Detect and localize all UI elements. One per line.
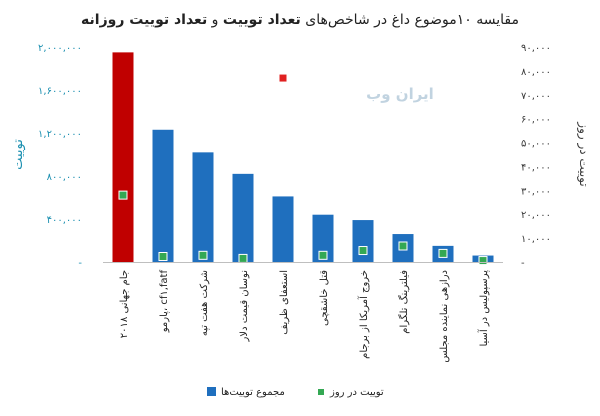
right-tick-label: ۶۰,۰۰۰ [521,115,551,126]
legend-label-total: مجموع توییت‌ها [221,387,285,398]
left-y-axis: - ۴۰۰,۰۰۰ ۸۰۰,۰۰۰ ۱,۲۰۰,۰۰۰ ۱,۶۰۰,۰۰۰ ۲,۰۰۰,۰… [38,43,82,269]
category-label: جام جهانی ۲۰۱۸ [119,270,130,338]
right-tick-label: ۷۰,۰۰۰ [521,91,551,102]
bar [272,196,294,262]
right-y-axis-label: توییت در روز [576,121,591,186]
bar-series [112,52,494,262]
bar [192,152,214,262]
category-label: استعفای ظریف [279,270,290,335]
left-tick-label: ۴۰۰,۰۰۰ [47,215,82,226]
legend-swatch-total [207,387,216,396]
left-tick-label: - [78,258,82,269]
right-tick-label: ۸۰,۰۰۰ [521,67,551,78]
watermark-logo: ایران وب [366,85,434,103]
right-tick-label: ۴۰,۰۰۰ [521,162,551,173]
category-label: پارمو، cf۱,fatf [159,270,170,334]
right-tick-label: ۱۰,۰۰۰ [521,234,551,245]
bar [312,214,334,262]
category-label: شرکت هفت تپه [199,270,210,336]
right-tick-label: ۲۰,۰۰۰ [521,210,551,221]
right-tick-label: ۵۰,۰۰۰ [521,139,551,150]
daily-marker [198,250,208,260]
daily-marker [478,256,488,266]
daily-marker [358,246,368,256]
left-tick-label: ۲,۰۰۰,۰۰۰ [38,43,82,54]
right-tick-label: - [521,258,525,269]
bar [112,52,134,262]
right-tick-label: ۳۰,۰۰۰ [521,186,551,197]
right-tick-label: ۹۰,۰۰۰ [521,43,551,54]
legend: مجموع توییت‌ها توییت در روز [207,387,384,398]
title-part-1: تعداد توییت [223,12,301,28]
daily-marker [398,241,408,251]
daily-marker [278,73,288,83]
category-label: نوسان قیمت دلار [239,270,250,342]
watermark-text: ایران وب [366,85,434,103]
bar [152,129,174,262]
title-part-2: و [207,12,223,28]
category-label: پرسپولیس در آسیا [477,270,490,347]
category-label: درازهی نماینده مجلس [439,270,450,363]
daily-marker [158,252,168,262]
daily-marker [438,248,448,258]
bar [232,173,254,262]
category-label: خروج آمریکا از برجام [357,270,370,359]
daily-tweet-markers [118,73,488,266]
title-part-3: تعداد توییت روزانه [81,12,207,28]
title-part-0: مقایسه ۱۰موضوع داغ در شاخص‌های [301,12,519,28]
bar [352,220,374,262]
category-labels: جام جهانی ۲۰۱۸ پارمو، cf۱,fatf شرکت هفت تپ… [119,270,490,363]
left-tick-label: ۱,۶۰۰,۰۰۰ [38,86,82,97]
category-label: قتل خاشقچی [319,270,330,326]
legend-swatch-daily [318,389,324,395]
left-tick-label: ۱,۲۰۰,۰۰۰ [38,129,82,140]
daily-marker [318,250,328,260]
left-y-axis-label: توییت [11,139,26,170]
right-y-axis: - ۱۰,۰۰۰ ۲۰,۰۰۰ ۳۰,۰۰۰ ۴۰,۰۰۰ ۵۰,۰۰۰ ۶۰,۰۰۰ ۷۰,… [521,43,551,269]
legend-label-daily: توییت در روز [329,387,384,398]
chart-title: مقایسه ۱۰موضوع داغ در شاخص‌های تعداد توی… [81,12,519,28]
category-label: فیلترینگ تلگرام [398,270,410,334]
daily-marker [238,253,248,263]
left-tick-label: ۸۰۰,۰۰۰ [47,172,82,183]
daily-marker [118,190,128,200]
